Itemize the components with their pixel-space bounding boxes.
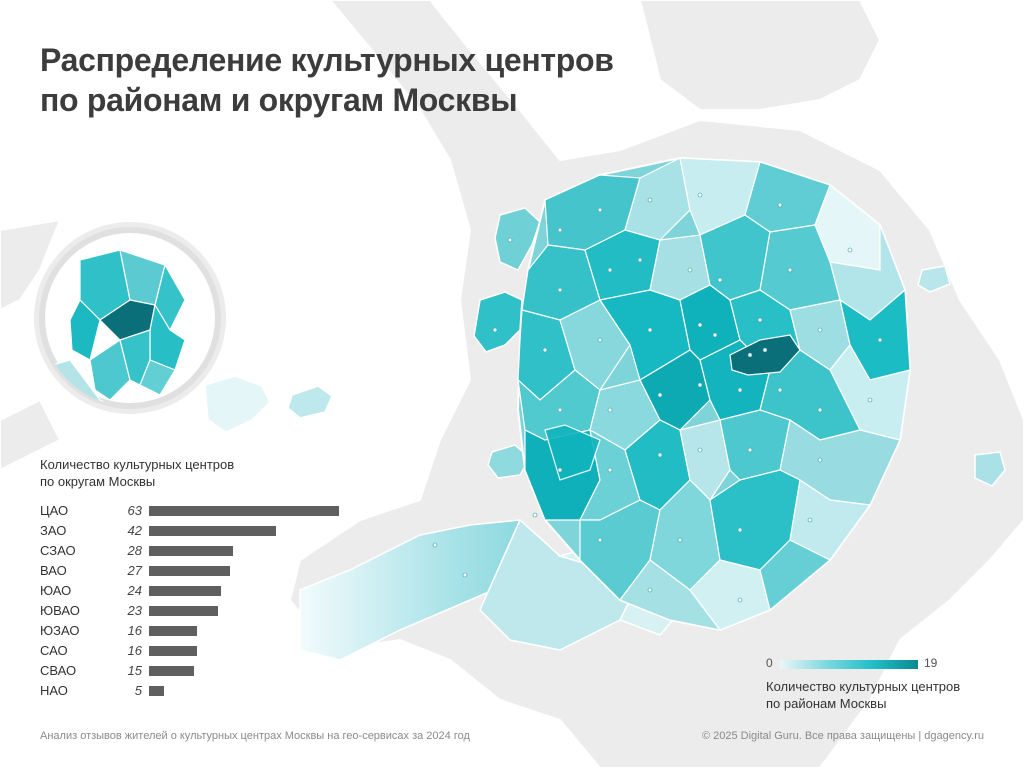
bar-category-label: СЗАО [40,543,76,558]
bar-row: СЗАО 28 [40,542,360,562]
bar [149,606,219,616]
bar-row: СВАО 15 [40,662,360,682]
title-line-2: по районам и округам Москвы [40,82,518,118]
bar [149,566,231,576]
footer-source-note: Анализ отзывов жителей о культурных цент… [40,730,470,742]
bar-row: ЮЗАО 16 [40,622,360,642]
legend-gradient-bar [780,660,918,669]
bar-value-label: 15 [127,663,142,678]
bar-category-label: СВАО [40,663,77,678]
legend-min-label: 0 [766,656,773,670]
bar-category-label: САО [40,643,68,658]
bar-category-label: НАО [40,683,68,698]
bar-value-label: 63 [127,503,142,518]
footer-copyright: © 2025 Digital Guru. Все права защищены … [701,730,984,742]
bar-row: ЦАО 63 [40,502,360,522]
bar-category-label: ЦАО [40,503,69,518]
enclaves [204,207,1006,487]
bar-value-label: 42 [127,523,142,538]
title-line-1: Распределение культурных центров [40,42,614,78]
bar-value-label: 16 [127,643,142,658]
legend-max-label: 19 [924,656,938,670]
bar [149,546,234,556]
bar-value-label: 5 [134,683,142,698]
okrug-chart-caption: Количество культурных центров по округам… [40,457,235,489]
bar [149,686,165,696]
bar [149,666,195,676]
bar-value-label: 24 [127,583,142,598]
bar [149,586,222,596]
bar-category-label: ЗАО [40,523,67,538]
okrug-inset-map [34,222,226,414]
bar-value-label: 16 [127,623,142,638]
legend-caption: Количество культурных центров по районам… [766,679,961,711]
bar [149,626,198,636]
bar-row: САО 16 [40,642,360,662]
center-dots [432,192,883,603]
bar-row: ЗАО 42 [40,522,360,542]
bar-category-label: ВАО [40,563,67,578]
okrug-bar-chart: ЦАО 63 ЗАО 42 СЗАО 28 ВАО 27 ЮАО 24 ЮВАО 23 ЮЗАО 16 СА… [40,502,360,702]
bar-row: НАО 5 [40,682,360,702]
bar-row: ЮАО 24 [40,582,360,602]
bar-value-label: 27 [127,563,142,578]
page-title: Распределение культурных центров по райо… [40,40,614,120]
bar-row: ВАО 27 [40,562,360,582]
bar [149,526,276,536]
bar-row: ЮВАО 23 [40,602,360,622]
bar [149,646,198,656]
bar-value-label: 28 [127,543,142,558]
moscow-city [432,156,912,632]
bar-category-label: ЮВАО [40,603,80,618]
bar-category-label: ЮАО [40,583,72,598]
bar-value-label: 23 [127,603,142,618]
bar [149,506,339,516]
bar-category-label: ЮЗАО [40,623,80,638]
